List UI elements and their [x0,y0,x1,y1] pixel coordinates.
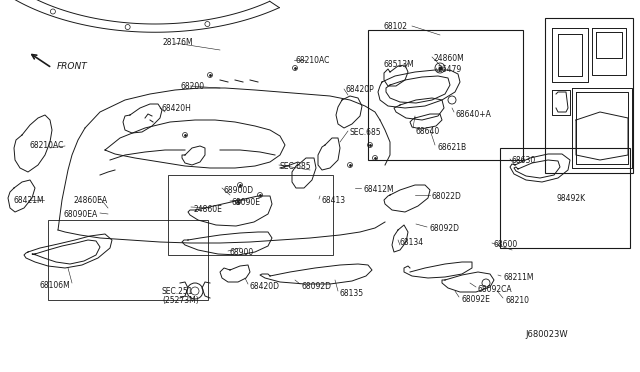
Text: 68421M: 68421M [14,196,45,205]
Text: 68600: 68600 [494,240,518,249]
Text: (25273M): (25273M) [162,296,199,305]
Text: 98492K: 98492K [556,194,586,203]
Text: 26479: 26479 [438,65,462,74]
Bar [168,175,333,255]
Text: 68640: 68640 [415,127,439,136]
Text: 68210: 68210 [505,296,529,305]
Bar [368,30,523,160]
Text: SEC.685: SEC.685 [280,162,312,171]
Text: 68022D: 68022D [432,192,462,201]
Text: 68412M: 68412M [363,185,394,194]
Text: 68106M: 68106M [40,281,71,290]
Bar [545,18,633,173]
Text: 68210AC: 68210AC [30,141,65,150]
Text: 68134: 68134 [400,238,424,247]
Text: 68090EA: 68090EA [63,210,97,219]
Text: 68513M: 68513M [383,60,413,69]
Text: 68090E: 68090E [232,198,261,207]
Text: 24860EA: 24860EA [74,196,108,205]
Text: J680023W: J680023W [525,330,568,339]
Text: 68092D: 68092D [429,224,459,233]
Text: 68621B: 68621B [437,143,466,152]
Text: SEC.251: SEC.251 [162,287,193,296]
Text: 68092CA: 68092CA [478,285,513,294]
Text: 68900: 68900 [230,248,254,257]
Text: 68640+A: 68640+A [456,110,492,119]
Text: 68102: 68102 [383,22,407,31]
Text: 68210AC: 68210AC [295,56,330,65]
Text: 28176M: 28176M [163,38,193,47]
Text: 68420H: 68420H [161,104,191,113]
Text: 24860M: 24860M [434,54,465,63]
Text: 68092D: 68092D [301,282,331,291]
Text: 68900D: 68900D [224,186,254,195]
Text: 68420D: 68420D [249,282,279,291]
Text: 68092E: 68092E [461,295,490,304]
Text: 68135: 68135 [340,289,364,298]
Text: 68420P: 68420P [346,85,375,94]
Text: SEC.685: SEC.685 [349,128,381,137]
Text: 68630: 68630 [512,156,536,165]
Text: 68413: 68413 [321,196,345,205]
Bar [48,220,208,300]
Text: 68200: 68200 [181,82,205,91]
Text: 24860E: 24860E [193,205,222,214]
Text: 68211M: 68211M [503,273,534,282]
Bar [500,148,630,248]
Text: FRONT: FRONT [57,62,88,71]
